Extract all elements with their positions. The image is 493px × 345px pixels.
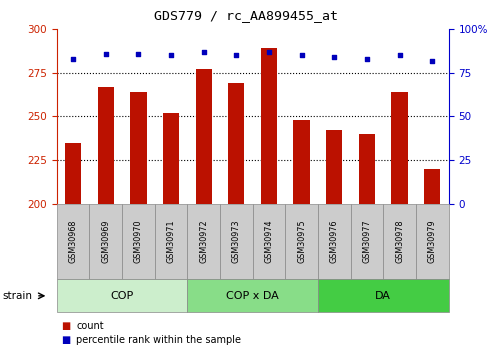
Text: GSM30973: GSM30973: [232, 220, 241, 263]
Point: [167, 53, 175, 58]
Point: [330, 55, 338, 60]
Text: GSM30979: GSM30979: [428, 220, 437, 263]
Point: [200, 49, 208, 55]
Text: GDS779 / rc_AA899455_at: GDS779 / rc_AA899455_at: [154, 9, 339, 22]
Text: GSM30968: GSM30968: [69, 220, 77, 263]
Bar: [65, 142, 81, 204]
Point: [102, 51, 109, 57]
Point: [135, 51, 142, 57]
Text: GSM30972: GSM30972: [199, 220, 208, 263]
Bar: [359, 134, 375, 204]
Bar: [261, 49, 277, 204]
Text: GSM30974: GSM30974: [264, 220, 274, 263]
Text: GSM30978: GSM30978: [395, 220, 404, 263]
Text: strain: strain: [2, 291, 33, 301]
Bar: [130, 92, 146, 204]
Text: ■: ■: [62, 321, 71, 331]
Point: [396, 53, 404, 58]
Text: GSM30969: GSM30969: [101, 220, 110, 263]
Bar: [98, 87, 114, 204]
Bar: [228, 83, 245, 204]
Point: [298, 53, 306, 58]
Text: GSM30977: GSM30977: [362, 220, 372, 263]
Point: [265, 49, 273, 55]
Text: percentile rank within the sample: percentile rank within the sample: [76, 335, 242, 345]
Text: count: count: [76, 321, 104, 331]
Text: GSM30975: GSM30975: [297, 220, 306, 263]
Text: DA: DA: [375, 291, 391, 301]
Bar: [326, 130, 343, 204]
Text: GSM30976: GSM30976: [330, 220, 339, 263]
Bar: [293, 120, 310, 204]
Text: COP: COP: [110, 291, 134, 301]
Point: [69, 56, 77, 62]
Text: GSM30970: GSM30970: [134, 220, 143, 263]
Bar: [196, 69, 212, 204]
Point: [232, 53, 240, 58]
Text: COP x DA: COP x DA: [226, 291, 279, 301]
Point: [363, 56, 371, 62]
Point: [428, 58, 436, 63]
Bar: [391, 92, 408, 204]
Text: ■: ■: [62, 335, 71, 345]
Text: GSM30971: GSM30971: [167, 220, 176, 263]
Bar: [163, 113, 179, 204]
Bar: [424, 169, 440, 204]
